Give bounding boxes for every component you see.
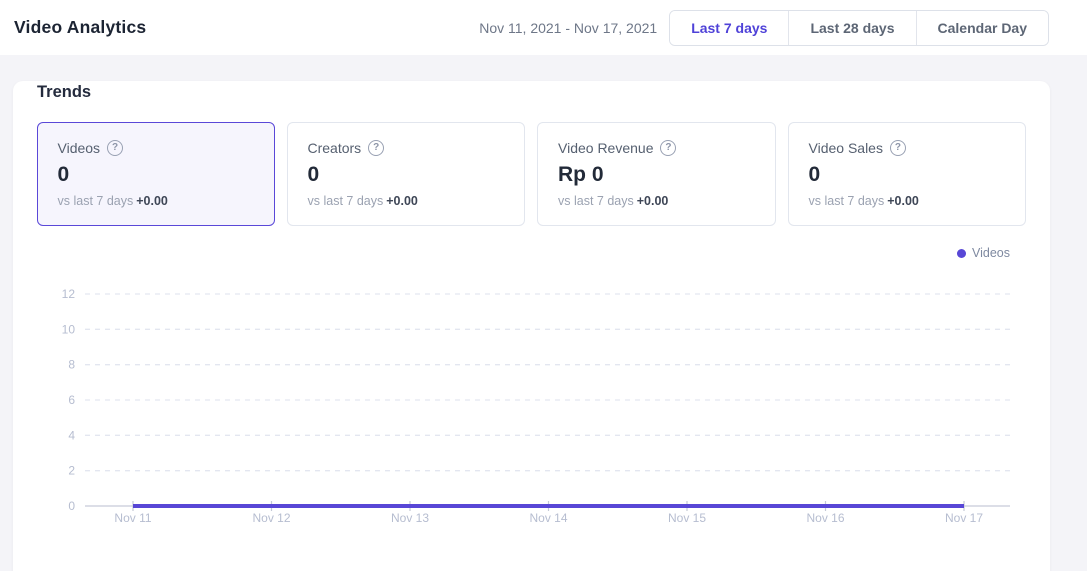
stat-card-header: Video Revenue ? [558, 140, 755, 156]
range-button-last-28-days[interactable]: Last 28 days [788, 10, 916, 45]
stat-card-header: Videos ? [57, 139, 255, 156]
comparison-prefix: vs last 7 days [558, 194, 634, 208]
svg-text:Nov 15: Nov 15 [668, 511, 706, 525]
svg-text:0: 0 [68, 499, 75, 513]
stat-card-value: 0 [808, 163, 821, 186]
chart-legend: Videos [13, 244, 1010, 262]
date-range-label: Nov 11, 2021 - Nov 17, 2021 [479, 19, 658, 36]
comparison-delta: +0.00 [636, 194, 669, 208]
stat-card-value: 0 [307, 163, 320, 186]
svg-text:2: 2 [68, 464, 75, 478]
stat-card-videos[interactable]: Videos ? 0 vs last 7 days +0.00 [37, 122, 275, 226]
stat-card-comparison: vs last 7 days +0.00 [308, 194, 505, 208]
svg-text:6: 6 [68, 393, 75, 407]
legend-dot-icon [957, 248, 966, 258]
header-controls: Nov 11, 2021 - Nov 17, 2021 Last 7 days … [479, 9, 1049, 46]
range-button-calendar-day[interactable]: Calendar Day [915, 10, 1048, 45]
stat-card-creators[interactable]: Creators ? 0 vs last 7 days +0.00 [286, 122, 525, 226]
help-icon[interactable]: ? [107, 139, 124, 156]
svg-text:Nov 17: Nov 17 [945, 511, 983, 525]
range-button-last-7-days[interactable]: Last 7 days [670, 10, 789, 45]
help-icon[interactable]: ? [889, 140, 906, 156]
comparison-prefix: vs last 7 days [307, 194, 384, 208]
svg-text:4: 4 [68, 428, 75, 442]
comparison-delta: +0.00 [386, 194, 418, 208]
legend-item-videos[interactable]: Videos [957, 246, 1010, 260]
svg-text:Nov 16: Nov 16 [806, 511, 844, 525]
stat-card-video-revenue[interactable]: Video Revenue ? Rp 0 vs last 7 days +0.00 [537, 122, 776, 226]
help-icon[interactable]: ? [368, 140, 385, 156]
page-title: Video Analytics [14, 17, 147, 37]
comparison-delta: +0.00 [136, 193, 168, 208]
comparison-delta: +0.00 [887, 194, 919, 208]
svg-text:10: 10 [62, 322, 76, 336]
svg-text:12: 12 [62, 287, 76, 301]
stat-card-comparison: vs last 7 days +0.00 [558, 194, 755, 208]
trends-panel: Trends Videos ? 0 vs last 7 days +0.00 Cr… [13, 81, 1050, 571]
stat-card-header: Creators ? [308, 140, 505, 156]
stat-card-header: Video Sales ? [809, 140, 1006, 156]
stat-card-label: Creators [307, 140, 362, 156]
stat-cards-row: Videos ? 0 vs last 7 days +0.00 Creators … [37, 122, 1026, 226]
stat-card-comparison: vs last 7 days +0.00 [58, 194, 255, 208]
stat-card-label: Video Revenue [558, 140, 654, 156]
svg-text:Nov 11: Nov 11 [114, 511, 151, 525]
date-range-segmented-control: Last 7 days Last 28 days Calendar Day [669, 9, 1049, 46]
legend-label: Videos [972, 246, 1010, 260]
stat-card-label: Videos [57, 139, 101, 156]
svg-text:Nov 13: Nov 13 [391, 511, 429, 525]
trend-line-chart: 0 2 4 6 8 10 12 Nov 11 Nov 12 Nov 13 Nov 14 Nov 15 N… [62, 287, 1010, 525]
svg-text:Nov 12: Nov 12 [252, 511, 290, 525]
stat-card-value: 0 [57, 162, 70, 186]
comparison-prefix: vs last 7 days [57, 193, 134, 208]
stat-card-video-sales[interactable]: Video Sales ? 0 vs last 7 days +0.00 [787, 122, 1026, 226]
help-icon[interactable]: ? [660, 140, 677, 156]
header: Video Analytics Nov 11, 2021 - Nov 17, 2… [0, 0, 1087, 55]
stat-card-comparison: vs last 7 days +0.00 [809, 194, 1006, 208]
svg-text:Nov 14: Nov 14 [529, 511, 567, 525]
svg-text:8: 8 [68, 358, 75, 372]
section-heading: Trends [37, 83, 92, 101]
stat-card-value: Rp 0 [558, 163, 604, 186]
comparison-prefix: vs last 7 days [808, 194, 885, 208]
stat-card-label: Video Sales [808, 140, 883, 156]
